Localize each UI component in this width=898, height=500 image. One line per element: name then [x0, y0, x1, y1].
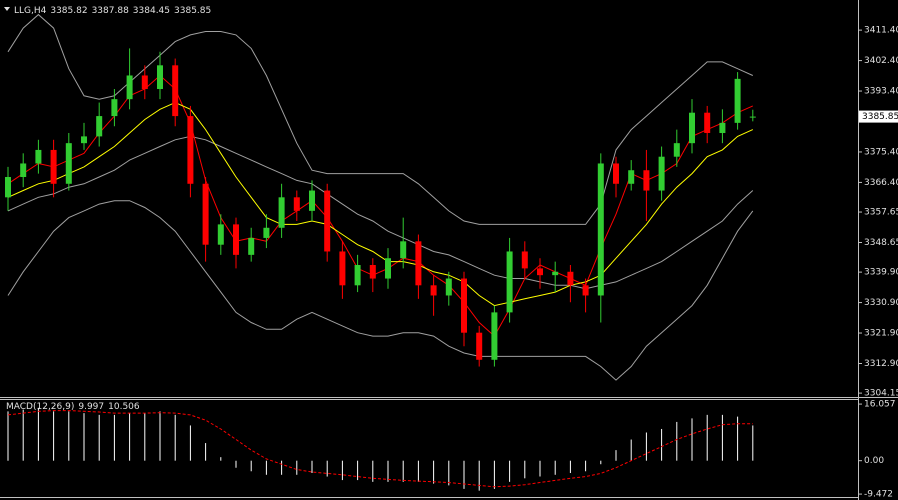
candle-body: [719, 122, 726, 134]
candle-body: [293, 197, 300, 211]
y-tick-label: 3348.65: [864, 238, 898, 248]
y-tick-label: 3375.40: [864, 147, 898, 157]
y-tick-label: 3393.40: [864, 87, 898, 97]
candle-body: [567, 271, 574, 286]
candle-body: [5, 177, 11, 198]
y-tick-label: 3304.15: [864, 389, 898, 399]
high-price: 3387.88: [92, 6, 129, 16]
candle-body: [278, 197, 285, 228]
candle-body: [506, 251, 513, 313]
candle-body: [65, 143, 72, 184]
candle-body: [187, 116, 194, 184]
candle-body: [613, 163, 619, 184]
symbol: LLG,H4: [14, 6, 47, 16]
candle-body: [704, 112, 711, 134]
candle-body: [157, 65, 163, 90]
candle-body: [461, 278, 467, 333]
open-price: 3385.82: [50, 6, 87, 16]
price-label-box: [859, 110, 898, 123]
candle-body: [248, 237, 255, 255]
candle-body: [415, 241, 422, 286]
candle-body: [643, 170, 650, 191]
y-tick-label: 3339.90: [864, 268, 898, 278]
candle-body: [20, 163, 27, 178]
candle-body: [385, 258, 391, 279]
candle-body: [689, 112, 695, 144]
candle-body: [749, 116, 756, 118]
y-tick-label: 3312.90: [864, 359, 898, 369]
candle-body: [141, 75, 148, 90]
chart-header: LLG,H4 3385.82 3387.88 3384.45 3385.85: [14, 6, 211, 16]
low-price: 3384.45: [133, 6, 170, 16]
candle-body: [354, 265, 361, 286]
signal-value: 10.506: [108, 402, 140, 412]
signal-line: [7, 410, 753, 488]
candle-body: [673, 143, 680, 157]
candle-body: [35, 149, 42, 164]
candle-body: [476, 332, 483, 360]
candle-body: [324, 190, 331, 252]
candle-body: [233, 224, 239, 255]
y-tick-label: 0.00: [864, 456, 884, 466]
candle-body: [111, 99, 118, 117]
candle-body: [658, 156, 665, 191]
candle-body: [537, 268, 543, 276]
candle-body: [445, 278, 452, 296]
y-tick-label: 3366.40: [864, 178, 898, 188]
candle-body: [521, 251, 528, 269]
candle-body: [491, 312, 498, 360]
y-tick-label: 3330.90: [864, 298, 898, 308]
close-price: 3385.85: [174, 6, 211, 16]
y-tick-label: -9.472: [864, 490, 893, 500]
macd-value: 9.997: [78, 402, 104, 412]
candle-body: [400, 241, 407, 259]
indicator-line: [7, 200, 754, 381]
candle-body: [217, 224, 224, 245]
y-tick-label: 3411.40: [864, 26, 898, 36]
y-tick-label: 16.057: [864, 400, 896, 410]
candle-body: [339, 251, 346, 286]
candle-body: [734, 78, 741, 123]
macd-title: MACD(12,26,9): [6, 402, 74, 412]
candle-body: [582, 285, 589, 296]
candle-body: [309, 190, 315, 211]
candle-body: [552, 271, 559, 276]
candle-body: [430, 285, 437, 296]
candle-body: [96, 116, 103, 137]
macd-header: MACD(12,26,9) 9.997 10.506: [6, 402, 140, 412]
candle-body: [628, 170, 635, 184]
candle-body: [202, 183, 209, 245]
y-tick-label: 3321.90: [864, 329, 898, 339]
candle-body: [369, 265, 376, 279]
indicator-line: [7, 101, 754, 307]
y-tick-label: 3357.65: [864, 208, 898, 218]
menu-arrow[interactable]: [4, 7, 10, 11]
price-label: 3385.85: [862, 112, 898, 122]
candle-body: [126, 75, 133, 100]
candle-body: [597, 163, 604, 296]
candle-body: [172, 65, 179, 117]
y-tick-label: 3402.40: [864, 56, 898, 66]
candle-body: [263, 227, 270, 238]
candle-body: [81, 136, 87, 144]
indicator-line: [7, 135, 754, 290]
candle-body: [50, 149, 57, 184]
